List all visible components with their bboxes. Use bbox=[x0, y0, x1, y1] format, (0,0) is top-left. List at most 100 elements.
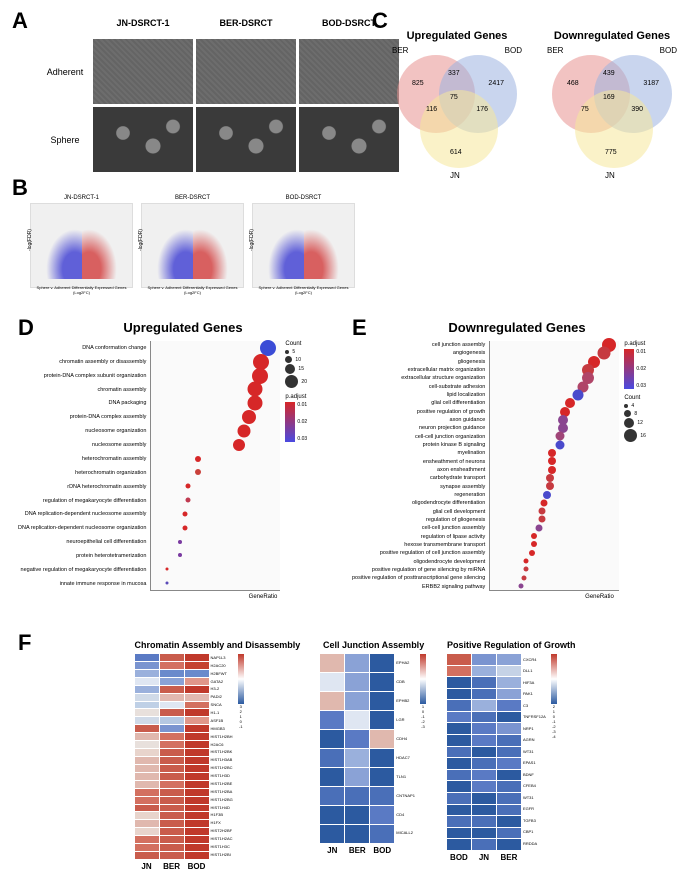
gene-label: HIST1H2BI bbox=[211, 853, 233, 857]
heatmap-cell bbox=[472, 677, 496, 688]
heatmap-cell bbox=[447, 828, 471, 839]
heatmap-cell bbox=[185, 654, 209, 661]
heatmap-cell bbox=[135, 717, 159, 724]
heatmap-cell bbox=[135, 670, 159, 677]
gene-label: NRP1 bbox=[523, 727, 546, 731]
heatmap-cell bbox=[447, 735, 471, 746]
heatmap-cell bbox=[160, 836, 184, 843]
micrograph bbox=[196, 107, 296, 172]
go-term: axon ensheathment bbox=[352, 467, 485, 473]
heatmap-cell bbox=[472, 666, 496, 677]
heatmap-cell bbox=[185, 717, 209, 724]
legend-value: 0.03 bbox=[636, 383, 646, 389]
heatmap-cell bbox=[472, 770, 496, 781]
venn-downregulated: Downregulated Genes BER BOD JN 468 3187 … bbox=[547, 30, 677, 170]
heatmap-cell bbox=[185, 686, 209, 693]
heatmap-cell bbox=[472, 816, 496, 827]
micrograph bbox=[299, 107, 399, 172]
go-term: protein heterotetramerization bbox=[18, 553, 146, 559]
heatmap-cell bbox=[497, 666, 521, 677]
dot-point bbox=[185, 484, 190, 489]
go-term: neuroepithelial cell differentiation bbox=[18, 539, 146, 545]
go-term: synapse assembly bbox=[352, 484, 485, 490]
heatmap-cell bbox=[135, 733, 159, 740]
dot-point bbox=[182, 525, 187, 530]
gene-label: HIST1H2BK bbox=[211, 750, 233, 754]
heatmap-cell bbox=[160, 805, 184, 812]
heatmap-cell bbox=[160, 702, 184, 709]
panel-d: Upregulated Genes DNA conformation chang… bbox=[18, 320, 348, 600]
go-term: extracellular structure organization bbox=[352, 375, 485, 381]
dot-point bbox=[195, 469, 201, 475]
heatmap-cell bbox=[185, 812, 209, 819]
go-term: nucleosome assembly bbox=[18, 442, 146, 448]
go-term: cell junction assembly bbox=[352, 342, 485, 348]
gene-label: BDNF bbox=[523, 773, 546, 777]
gene-label: HIST2H2BF bbox=[211, 829, 233, 833]
heatmap-cell bbox=[135, 694, 159, 701]
venn-count: 825 bbox=[412, 80, 424, 87]
heatmap-cell bbox=[135, 757, 159, 764]
heatmap-cell bbox=[160, 781, 184, 788]
heatmap-cell bbox=[185, 670, 209, 677]
volcano-title: BOD-DSRCT bbox=[252, 195, 355, 201]
gene-label: CFEB4 bbox=[523, 784, 546, 788]
heatmap-cell bbox=[160, 797, 184, 804]
heatmap-cell bbox=[472, 747, 496, 758]
go-term: carbohydrate transport bbox=[352, 475, 485, 481]
gene-label: TLN1 bbox=[396, 775, 415, 779]
gene-label: CXCR4 bbox=[523, 658, 546, 662]
dot-point bbox=[524, 558, 529, 563]
axis-label: Sphere v. Adherent Differentially Expres… bbox=[31, 285, 132, 295]
heatmap-col-label: BOD bbox=[370, 846, 394, 855]
gene-label: TNFRSF12A bbox=[523, 715, 546, 719]
micrograph bbox=[196, 39, 296, 104]
panel-c-label: C bbox=[372, 8, 388, 34]
go-term: DNA packaging bbox=[18, 400, 146, 406]
go-term: DNA replication-dependent nucleosome ass… bbox=[18, 511, 146, 517]
venn-count: 116 bbox=[426, 106, 437, 113]
venn-label: BER bbox=[547, 46, 563, 55]
heatmap-cell bbox=[185, 678, 209, 685]
legend-value: 20 bbox=[301, 379, 307, 385]
heatmap-cell bbox=[447, 747, 471, 758]
heatmap-cell bbox=[370, 749, 394, 767]
heatmap-cell bbox=[497, 828, 521, 839]
heatmap-col-label: JN bbox=[135, 862, 159, 871]
venn-count: 390 bbox=[631, 106, 643, 113]
heatmap-cell bbox=[160, 812, 184, 819]
heatmap-cell bbox=[160, 686, 184, 693]
dot-point bbox=[597, 347, 610, 360]
gene-label: MICALL2 bbox=[396, 831, 415, 835]
go-term: cell-substrate adhesion bbox=[352, 384, 485, 390]
heatmap-cell bbox=[497, 735, 521, 746]
heatmap-cell bbox=[160, 820, 184, 827]
heatmap-cell bbox=[497, 793, 521, 804]
gene-label: H1FX bbox=[211, 821, 233, 825]
dot-point bbox=[541, 499, 548, 506]
panel-a-label: A bbox=[12, 8, 28, 34]
heatmap-cell bbox=[345, 730, 369, 748]
gene-label: PADI2 bbox=[211, 695, 233, 699]
legend-tick: -1 bbox=[239, 724, 243, 729]
dot-point bbox=[546, 482, 554, 490]
heatmap-cell bbox=[447, 839, 471, 850]
gene-label: HIF3A bbox=[523, 681, 546, 685]
legend-value: 12 bbox=[637, 420, 643, 426]
heatmap-cell bbox=[472, 700, 496, 711]
heatmap-cell bbox=[160, 749, 184, 756]
heatmap-cell bbox=[185, 773, 209, 780]
venn-count: 439 bbox=[603, 70, 615, 77]
heatmap-cell bbox=[160, 654, 184, 661]
heatmap-cell bbox=[370, 787, 394, 805]
axis-label: Sphere v. Adherent Differentially Expres… bbox=[253, 285, 354, 295]
gene-label: CD4 bbox=[396, 813, 415, 817]
gene-label: HIST1H2BA bbox=[211, 790, 233, 794]
heatmap-cell bbox=[472, 723, 496, 734]
legend-value: 16 bbox=[640, 433, 646, 439]
gene-label: HIST1H3C bbox=[211, 845, 233, 849]
heatmap-cell bbox=[185, 694, 209, 701]
gene-label: CBP1 bbox=[523, 830, 546, 834]
heatmap-cell bbox=[320, 806, 344, 824]
legend-dot bbox=[285, 350, 289, 354]
